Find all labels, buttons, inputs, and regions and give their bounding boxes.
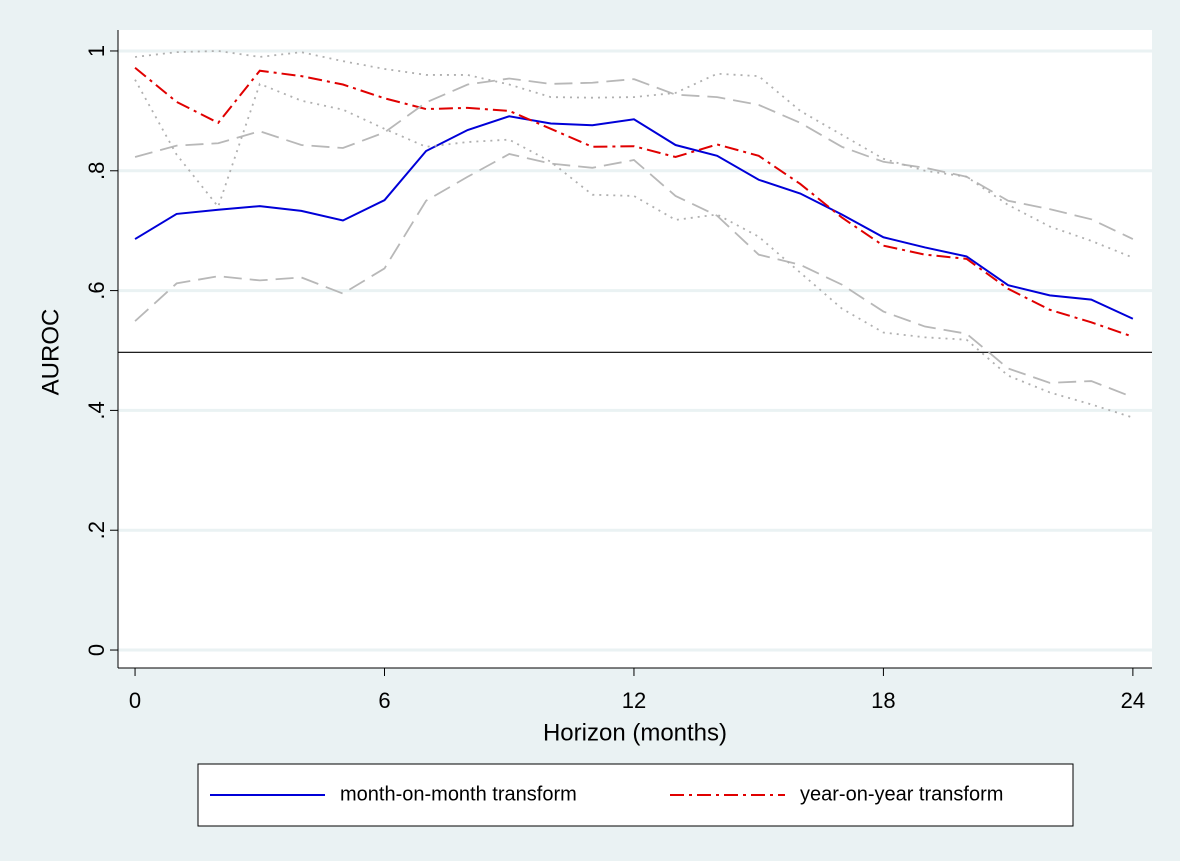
y-tick-label: 1 <box>84 45 109 57</box>
x-tick-label: 12 <box>622 688 646 713</box>
y-tick-label: 0 <box>84 644 109 656</box>
series-line <box>134 50 1134 259</box>
x-tick-label: 24 <box>1121 688 1145 713</box>
legend-label: year-on-year transform <box>800 783 1003 805</box>
y-tick-label: .2 <box>84 521 109 539</box>
x-tick-label: 18 <box>871 688 895 713</box>
legend-box <box>197 763 1074 827</box>
x-tick-label: 6 <box>378 688 390 713</box>
y-axis-title: AUROC <box>37 309 64 396</box>
series-line <box>134 66 1134 338</box>
y-tick-label: .6 <box>84 281 109 299</box>
legend-label: month-on-month transform <box>340 783 577 805</box>
plot-area <box>118 30 1152 668</box>
series-line <box>134 153 1134 399</box>
y-tick-label: .4 <box>84 401 109 419</box>
series-line <box>134 79 1134 419</box>
series-line <box>134 115 1134 320</box>
x-tick-label: 0 <box>129 688 141 713</box>
y-tick-label: .8 <box>84 162 109 180</box>
x-axis-title: Horizon (months) <box>543 719 727 746</box>
